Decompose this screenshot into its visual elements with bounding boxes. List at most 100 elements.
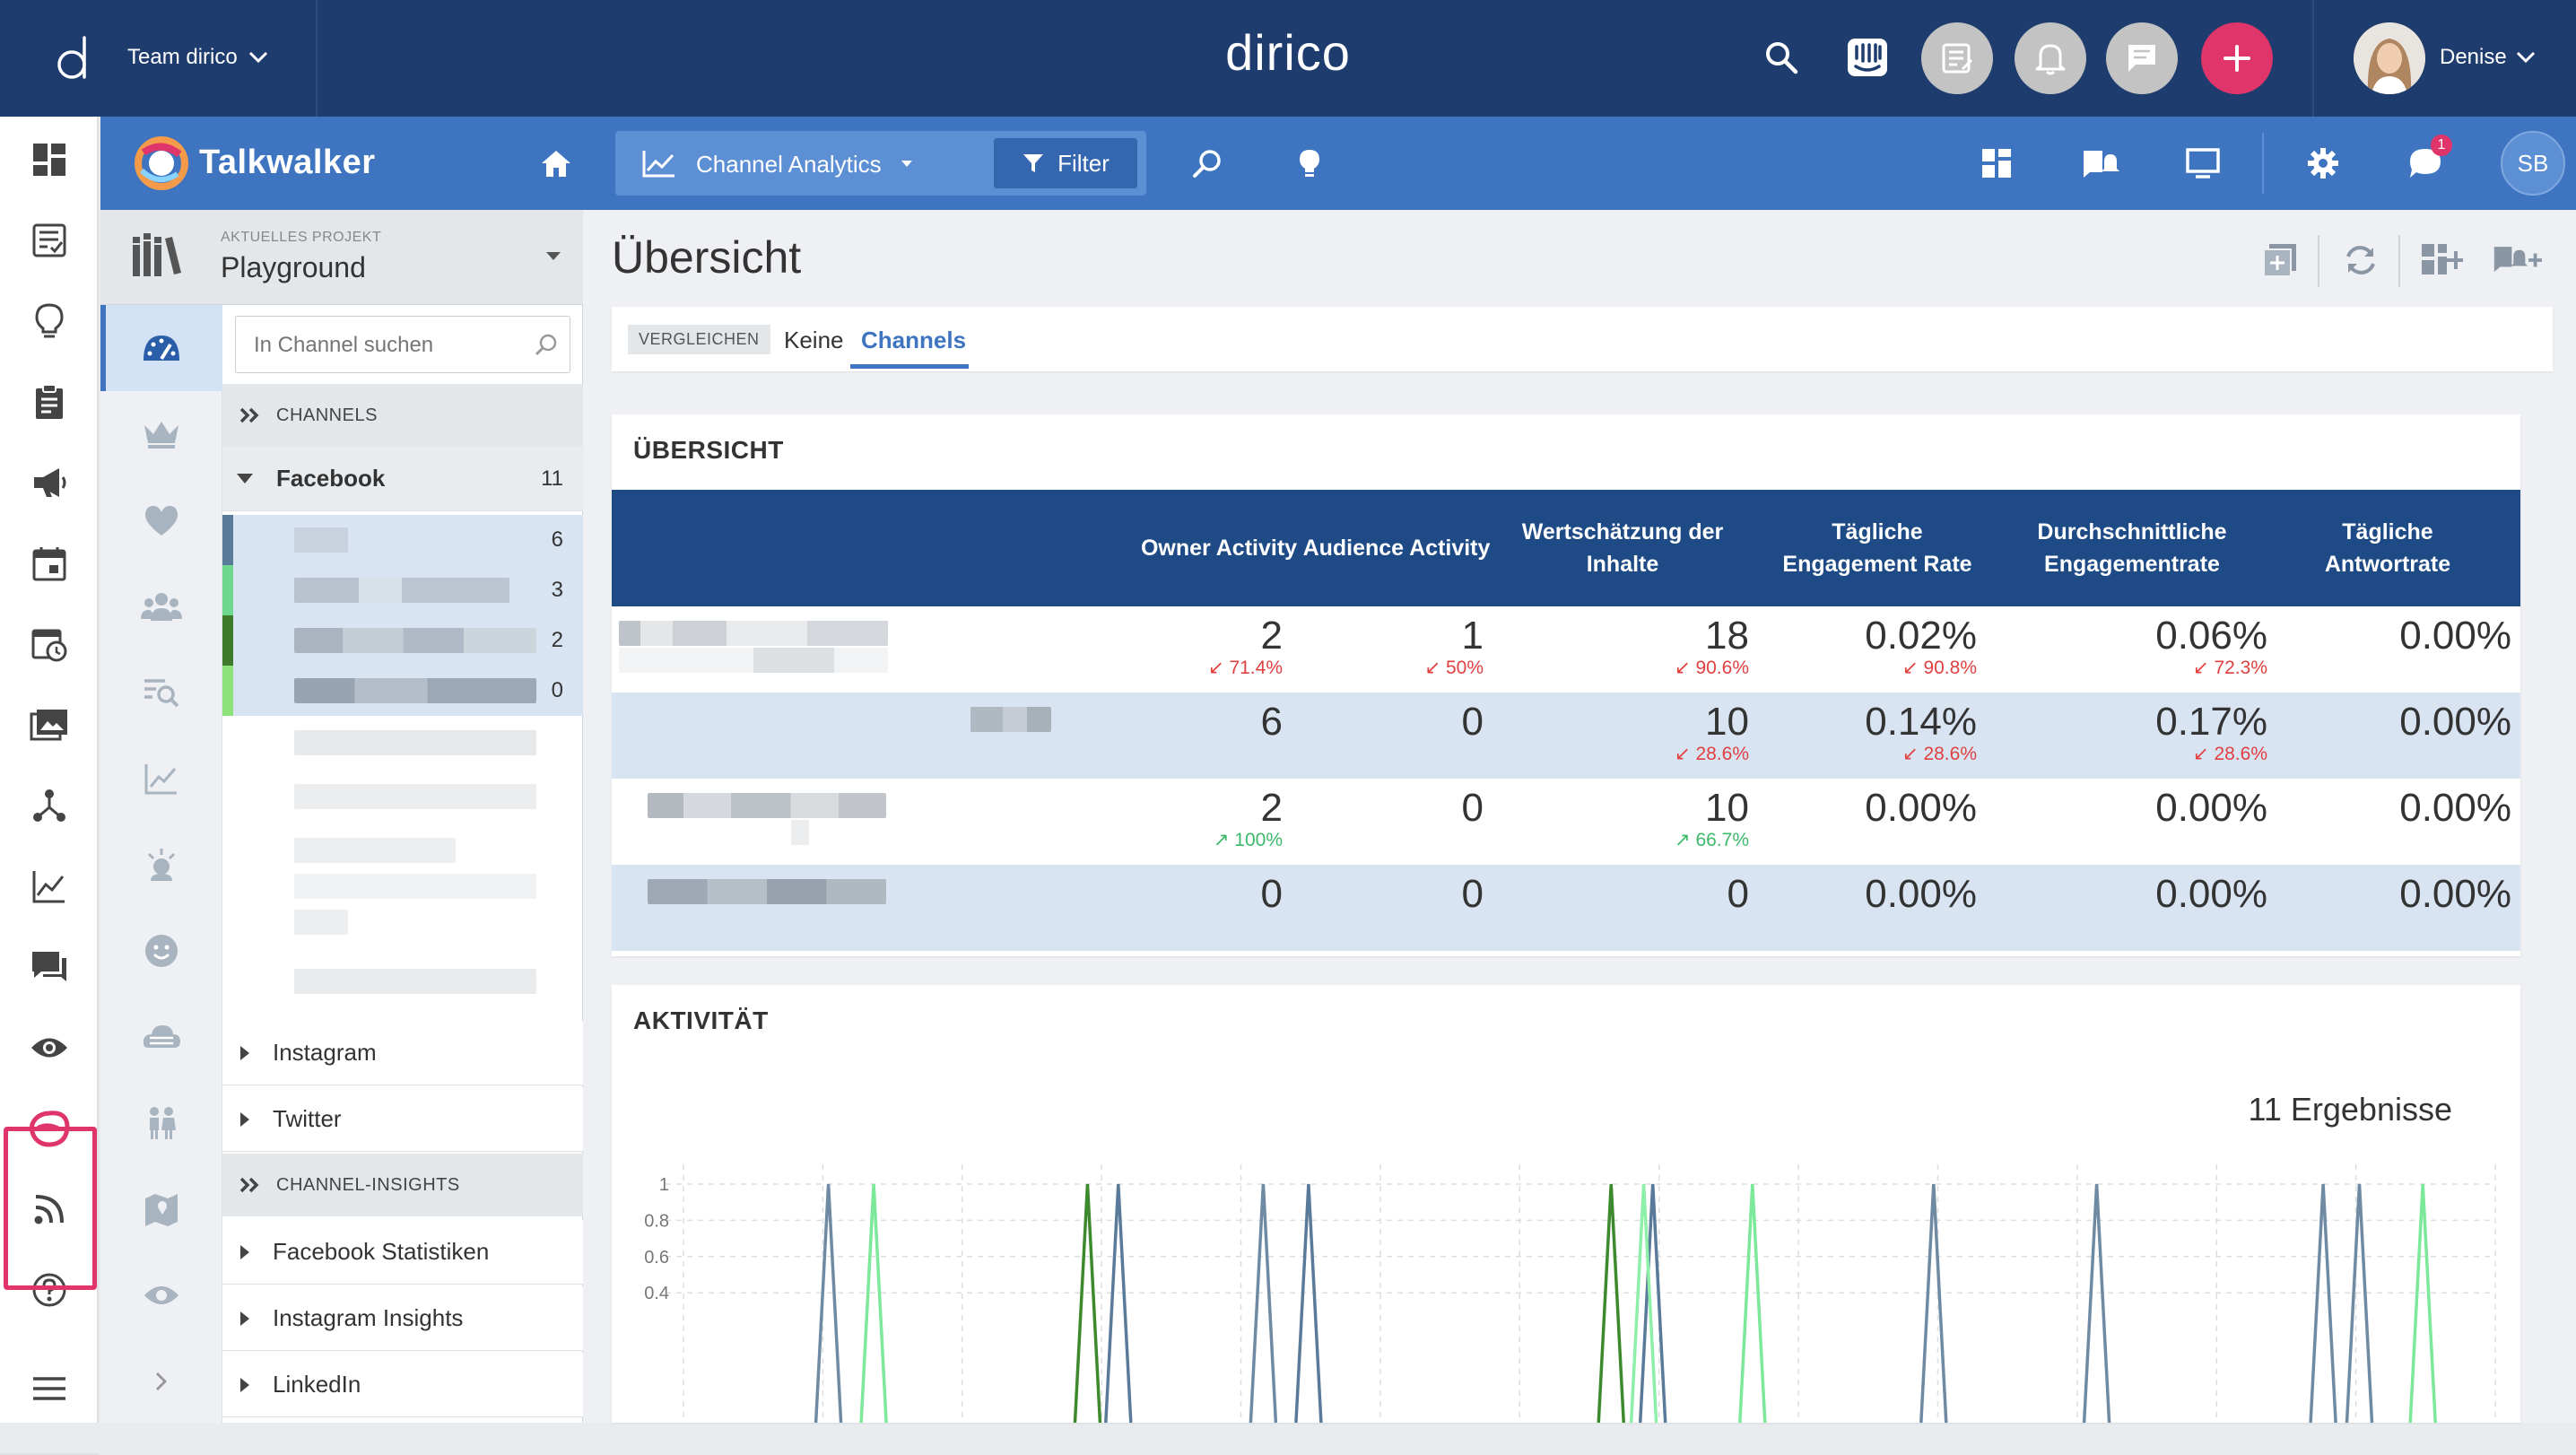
blurred-channel-name [970,707,1051,732]
search-icon[interactable] [1758,34,1805,81]
talkwalker-toolbar: Talkwalker Channel Analytics Filter 1 SB [100,117,2576,210]
series-spike[interactable] [814,1183,843,1423]
table-row[interactable]: 2 ↗ 100% 0 10 ↗ 66.7% 0.00% 0.00% 0.00% [612,779,2520,865]
series-spike[interactable] [1629,1183,1658,1423]
analytics-icon[interactable] [24,861,74,911]
network-icon[interactable] [24,780,74,831]
series-spike[interactable] [1294,1183,1323,1423]
eye-icon[interactable] [136,1270,187,1320]
insight-instagram-insights[interactable]: Instagram Insights [222,1286,583,1351]
add-dashboard-icon[interactable] [2416,235,2467,285]
series-spike[interactable] [1073,1183,1102,1423]
trend-icon[interactable] [136,754,187,804]
list-item[interactable]: 0 [222,666,583,716]
refresh-icon[interactable] [2336,235,2386,285]
series-spike[interactable] [1597,1183,1625,1423]
notes-button[interactable] [1921,22,1993,94]
community-icon[interactable] [136,581,187,632]
column-header[interactable]: Tägliche Engagement Rate [1782,519,1972,577]
user-menu[interactable]: Denise [2440,45,2536,70]
series-spike[interactable] [1738,1183,1767,1423]
column-header[interactable]: Wertschätzung der Inhalte [1521,519,1724,577]
tasks-icon[interactable] [24,215,74,266]
series-spike[interactable] [1104,1183,1133,1423]
add-alert-icon[interactable] [2492,235,2542,285]
channel-group-twitter[interactable]: Twitter [222,1087,583,1152]
column-header[interactable]: Tägliche Antwortrate [2324,519,2451,577]
channel-insights-section-header[interactable]: CHANNEL-INSIGHTS [222,1154,583,1216]
channels-section-header[interactable]: CHANNELS [222,384,583,447]
list-item[interactable]: 3 [222,565,583,615]
series-spike[interactable] [1638,1183,1667,1423]
list-item[interactable]: 2 [222,615,583,666]
demographics-icon[interactable] [136,1098,187,1148]
channel-analytics-dropdown[interactable]: Channel Analytics [696,151,882,178]
megaphone-icon[interactable] [24,457,74,508]
channel-search-input[interactable] [254,333,523,358]
menu-icon[interactable] [24,1364,74,1414]
dashboard-icon[interactable] [24,135,74,185]
series-spike[interactable] [2082,1183,2111,1423]
map-icon[interactable] [136,1184,187,1234]
insight-facebook-statistiken[interactable]: Facebook Statistiken [222,1220,583,1285]
table-row[interactable]: 6 0 10 ↙ 28.6% 0.14% ↙ 28.6% 0.17% ↙ 28.6% 0.00% [612,693,2520,779]
avatar[interactable]: SB [2501,131,2565,196]
monitor-icon[interactable] [2181,142,2224,185]
column-header[interactable]: Audience Activity [1302,536,1491,561]
series-spike[interactable] [2345,1183,2374,1423]
compare-option-none[interactable]: Keine [784,327,844,353]
gallery-icon[interactable] [24,700,74,750]
list-item[interactable]: 6 [222,515,583,565]
series-spike[interactable] [1919,1183,1948,1423]
topic-cloud-icon[interactable] [136,1012,187,1062]
clipboard-icon[interactable] [24,377,74,427]
eye-icon[interactable] [24,1023,74,1073]
channel-group-instagram[interactable]: Instagram [222,1021,583,1085]
column-header[interactable]: Owner Activity [1140,536,1298,561]
insight-linkedin[interactable]: LinkedIn [222,1353,583,1417]
channel-search[interactable] [235,316,570,373]
intercom-icon[interactable] [1844,34,1891,81]
project-selector[interactable]: AKTUELLES PROJEKT Playground [100,210,583,305]
create-button[interactable] [2201,22,2273,94]
chevron-right-icon[interactable] [136,1356,187,1407]
table-row[interactable]: 2 ↙ 71.4% 1 ↙ 50% 18 ↙ 90.6% 0.02% ↙ 90.8% 0.06%… [612,606,2520,693]
smiley-icon[interactable] [136,926,187,976]
add-widget-icon[interactable] [2255,235,2305,285]
blurred-channel-name [294,784,536,809]
calendar-icon[interactable] [24,538,74,588]
bell-button[interactable] [2015,22,2086,94]
home-icon[interactable] [535,142,578,185]
heart-icon[interactable] [136,495,187,545]
avatar[interactable] [2354,22,2425,94]
compare-option-channels[interactable]: Channels [861,327,967,353]
series-spike[interactable] [2309,1183,2337,1423]
gear-icon[interactable] [2302,142,2345,185]
messages-icon[interactable] [24,942,74,992]
channel-group-facebook[interactable]: Facebook 11 [222,447,583,511]
crown-icon[interactable] [136,409,187,459]
notification-chat-icon[interactable] [2404,142,2447,185]
change-indicator: ↙ 90.6% [1675,658,1749,678]
series-spike[interactable] [1249,1183,1278,1423]
speedometer-icon[interactable] [136,323,187,373]
dashboard-grid-icon[interactable] [1975,142,2018,185]
influencer-icon[interactable] [136,840,187,890]
chat-button[interactable] [2106,22,2178,94]
bulb-icon[interactable] [24,296,74,346]
table-row[interactable]: 0 0 0 0.00% 0.00% 0.00% [612,865,2520,951]
series-spike[interactable] [859,1183,888,1423]
series-spike[interactable] [2408,1183,2437,1423]
team-switcher[interactable]: Team dirico [127,45,268,70]
change-indicator: ↙ 90.8% [1902,658,1977,678]
dirico-logo-icon[interactable] [52,34,100,83]
content-search-icon[interactable] [136,667,187,718]
rss-icon[interactable] [24,1184,74,1234]
alerts-icon[interactable] [2079,142,2122,185]
talkwalker-logo-icon[interactable] [133,135,190,192]
lightbulb-icon[interactable] [1288,142,1331,185]
search-icon[interactable] [1186,142,1229,185]
column-header[interactable]: Durchschnittliche Engagementrate [2037,519,2227,577]
schedule-icon[interactable] [24,619,74,669]
filter-button[interactable]: Filter [994,138,1137,188]
